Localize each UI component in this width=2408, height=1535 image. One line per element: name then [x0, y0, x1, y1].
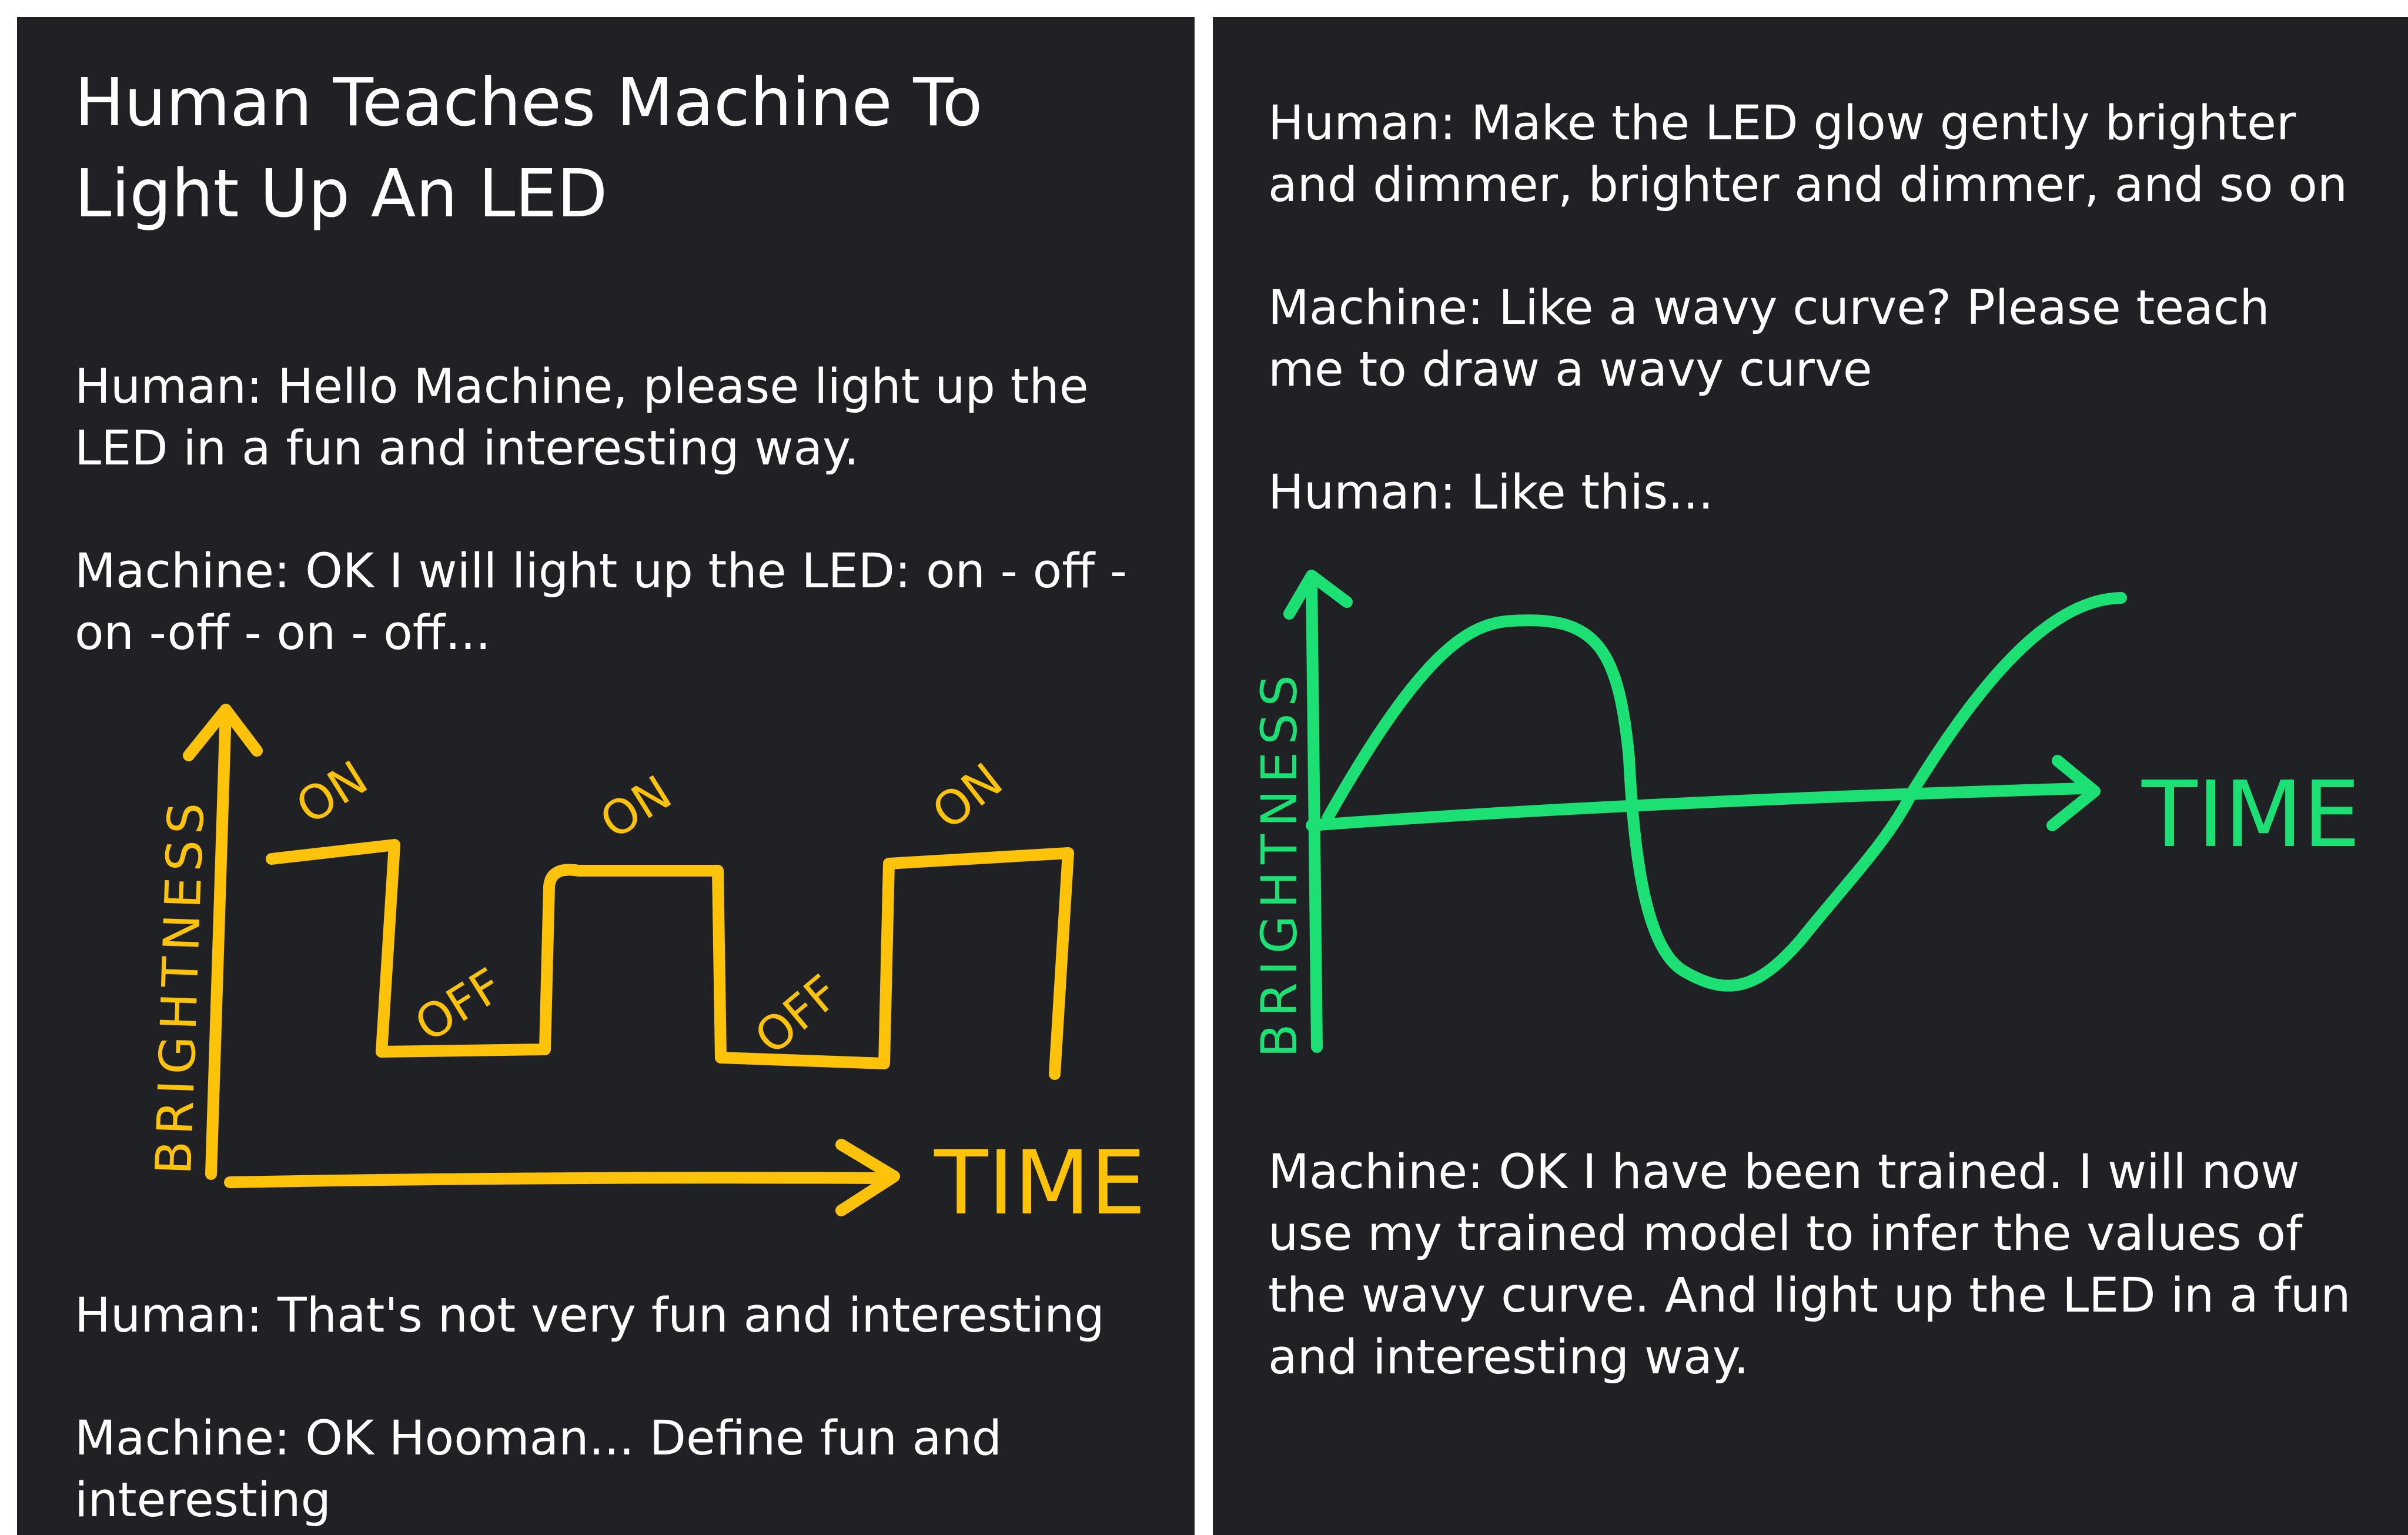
message-machine-2: Machine: OK Hooman... Define fun and int… [75, 1411, 1002, 1528]
state-label-off-2: OFF [744, 965, 850, 1065]
message-machine-3: Machine: Like a wavy curve? Please teach… [1268, 280, 2270, 397]
message-human-1: Human: Hello Machine, please light up th… [75, 359, 1089, 476]
wavy-curve-line [1322, 592, 2127, 992]
right-panel: Human: Make the LED glow gently brighter… [1213, 17, 2408, 1535]
state-label-on-2: ON [591, 765, 681, 850]
message-machine-4: Machine: OK I have been trained. I will … [1268, 1145, 2351, 1385]
state-label-on-1: ON [287, 750, 377, 835]
y-axis-arrowhead [183, 704, 263, 761]
message-machine-1: Machine: OK I will light up the LED: on … [75, 544, 1127, 661]
left-panel: Human Teaches Machine To Light Up An LED… [17, 17, 1195, 1535]
wavy-curve-sketch: BRIGHTNESS TIME [1250, 570, 2360, 1058]
x-axis-arrowhead [835, 1139, 900, 1216]
x-axis-label: TIME [2141, 761, 2360, 868]
x-axis-line [1306, 782, 2089, 831]
y-axis-line [205, 706, 232, 1180]
message-human-2: Human: That's not very fun and interesti… [75, 1288, 1105, 1343]
y-axis-label: BRIGHTNESS [145, 796, 215, 1176]
message-human-3: Human: Make the LED glow gently brighter… [1268, 96, 2348, 213]
square-wave-line [266, 839, 1074, 1080]
x-axis-arrowhead [2046, 755, 2101, 831]
state-label-on-3: ON [922, 753, 1012, 840]
x-axis-line [224, 1172, 892, 1188]
page-title: Human Teaches Machine To Light Up An LED [75, 65, 983, 232]
message-human-4: Human: Like this... [1268, 465, 1714, 520]
state-label-off-1: OFF [406, 958, 512, 1052]
on-off-sketch: BRIGHTNESS TIME ON OFF ON OFF ON [145, 704, 1146, 1235]
y-axis-label: BRIGHTNESS [1250, 668, 1308, 1058]
y-axis-arrowhead [1283, 570, 1353, 620]
x-axis-label: TIME [934, 1132, 1146, 1235]
y-axis-line [1306, 573, 1323, 1053]
